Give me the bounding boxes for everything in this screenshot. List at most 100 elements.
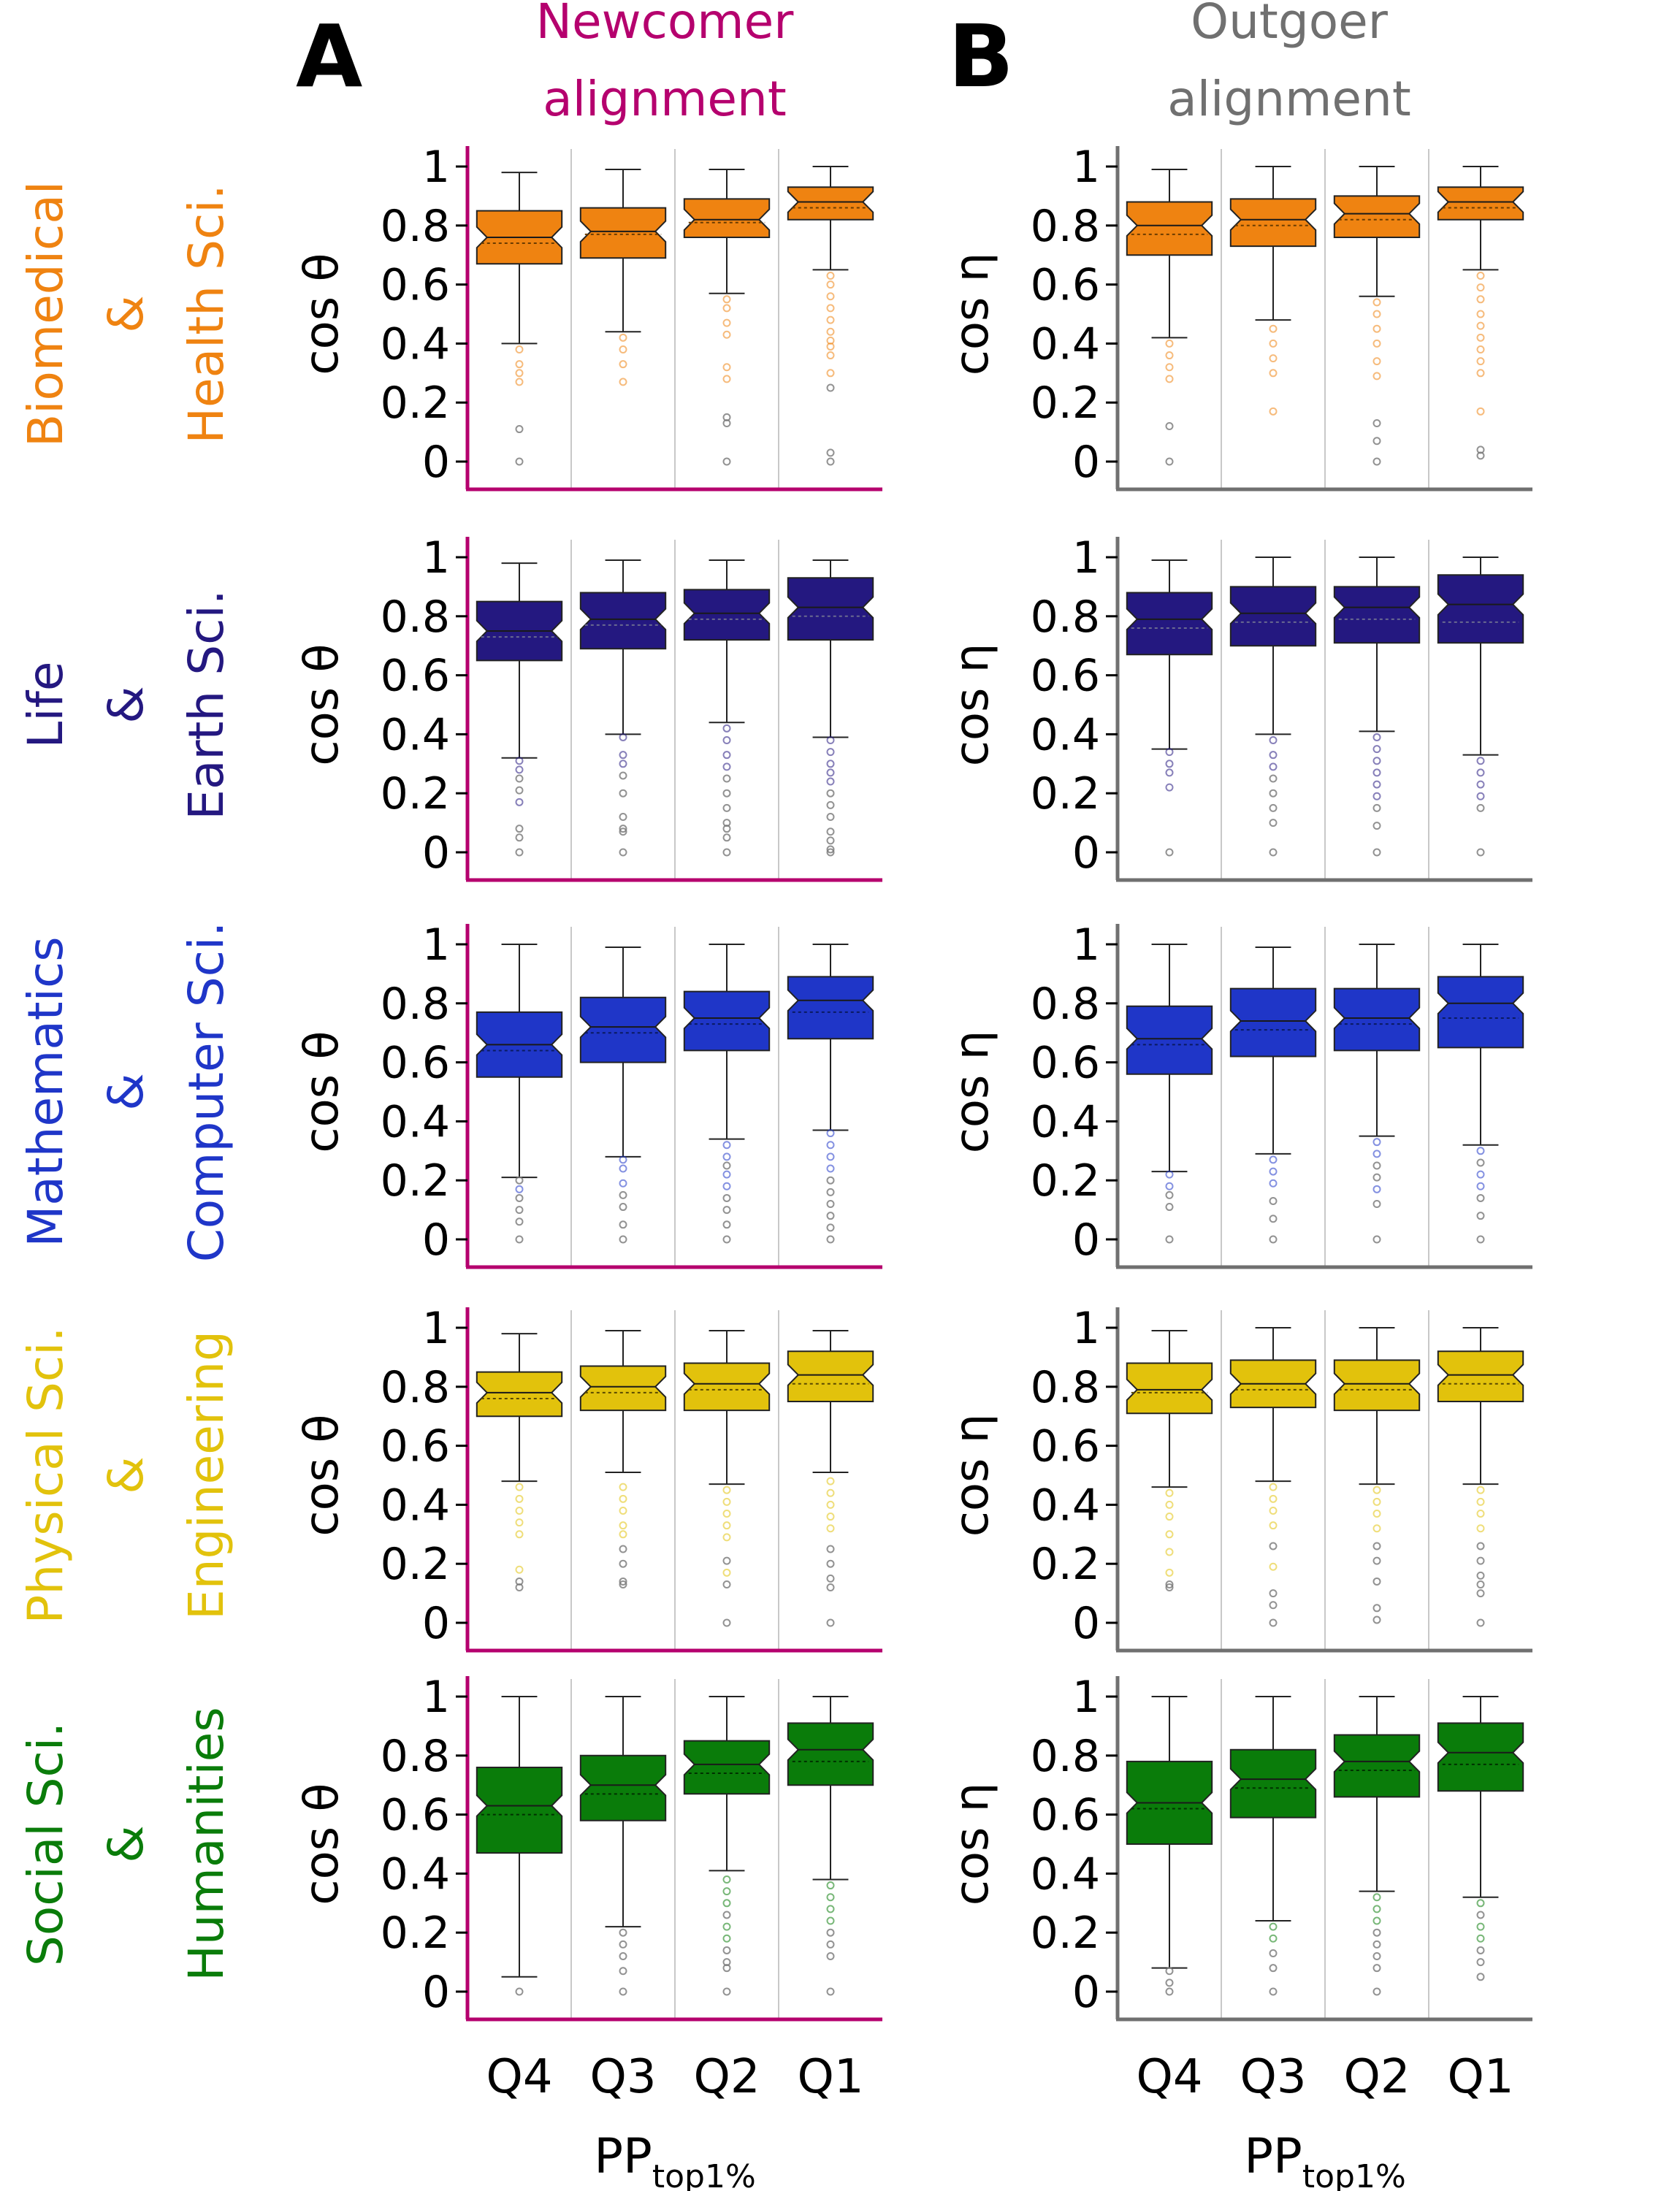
outlier-point	[1372, 1485, 1381, 1494]
outlier-point	[826, 327, 835, 336]
outlier-point	[722, 1206, 731, 1215]
box-q4	[1126, 1330, 1213, 1592]
outlier-point	[1372, 372, 1381, 381]
outlier-point	[1269, 1922, 1278, 1931]
y-tick-label: 1	[1072, 1303, 1100, 1354]
outlier-point	[619, 1967, 627, 1976]
outlier-point	[1372, 792, 1381, 800]
box-q4	[1126, 169, 1213, 466]
y-tick-label: 0.2	[381, 768, 450, 819]
outlier-point	[722, 1618, 731, 1627]
outlier-point	[1269, 1601, 1278, 1610]
outlier-point	[722, 457, 731, 466]
outlier-point	[722, 1193, 731, 1202]
row-label-1-line-2: &	[98, 295, 154, 332]
outlier-point	[722, 1235, 731, 1244]
subplot-a-row-2: 0 0.2 0.4 0.6 0.8 1 cos θ	[295, 532, 882, 882]
outlier-point	[515, 1506, 524, 1515]
outlier-point	[1165, 1203, 1174, 1212]
outlier-point	[722, 1152, 731, 1161]
box-body	[1437, 1350, 1524, 1402]
box-q2	[1333, 1696, 1421, 1996]
y-tick-label: 0.2	[1031, 1155, 1100, 1207]
outlier-point	[1269, 848, 1278, 857]
y-tick-label: 0.8	[381, 592, 450, 643]
box-q3	[579, 169, 667, 386]
y-tick-label: 0.6	[1031, 260, 1100, 311]
outlier-point	[515, 757, 524, 765]
y-tick-label: 1	[422, 919, 450, 971]
y-tick-label: 1	[422, 532, 450, 584]
outlier-point	[1372, 357, 1381, 366]
outlier-point	[826, 1223, 835, 1232]
outlier-point	[515, 786, 524, 795]
outlier-point	[515, 765, 524, 774]
y-tick-label: 0.2	[381, 378, 450, 429]
outlier-point	[826, 813, 835, 822]
x-category-label: Q1	[1447, 2050, 1513, 2104]
y-tick-label: 0	[422, 1967, 450, 2018]
y-tick-label: 0.8	[1031, 201, 1100, 252]
box-body	[579, 592, 667, 650]
row-label-4-line-3: Engineering	[178, 1331, 234, 1620]
outlier-point	[1269, 803, 1278, 812]
box-body	[1229, 586, 1317, 647]
outlier-point	[619, 1483, 627, 1491]
outlier-point	[1269, 819, 1278, 827]
outlier-point	[1269, 1562, 1278, 1571]
outlier-point	[722, 762, 731, 771]
box-q2	[683, 1330, 771, 1627]
outlier-point	[722, 1887, 731, 1896]
box-q1	[1437, 557, 1524, 857]
outlier-point	[722, 1964, 731, 1973]
outlier-point	[515, 833, 524, 842]
outlier-point	[826, 1940, 835, 1949]
outlier-point	[722, 803, 731, 812]
outlier-point	[722, 304, 731, 313]
outlier-point	[515, 1193, 524, 1202]
box-body	[1333, 195, 1421, 238]
outlier-point	[515, 774, 524, 783]
outlier-point	[1372, 1173, 1381, 1182]
outlier-point	[826, 1559, 835, 1568]
outlier-point	[619, 1940, 627, 1949]
y-tick-label: 0.4	[1031, 1480, 1100, 1531]
y-tick-label: 1	[422, 142, 450, 193]
outlier-point	[1372, 1905, 1381, 1913]
box-q2	[683, 559, 771, 857]
outlier-point	[1476, 1158, 1485, 1167]
y-tick-label: 0.2	[1031, 1539, 1100, 1590]
box-q2	[1333, 166, 1421, 466]
outlier-point	[1372, 437, 1381, 446]
outlier-point	[515, 1176, 524, 1185]
outlier-point	[515, 360, 524, 369]
outlier-point	[722, 1580, 731, 1588]
box-body	[1333, 987, 1421, 1052]
outlier-point	[619, 1164, 627, 1173]
outlier-point	[826, 1928, 835, 1937]
outlier-point	[1372, 1524, 1381, 1533]
outlier-point	[619, 1494, 627, 1503]
row-label-3-line-2: &	[98, 1073, 154, 1110]
outlier-point	[826, 836, 835, 845]
outlier-point	[1165, 768, 1174, 777]
outlier-point	[722, 1934, 731, 1943]
outlier-point	[1476, 369, 1485, 378]
y-tick-label: 0.8	[381, 1731, 450, 1782]
outlier-point	[1269, 1949, 1278, 1957]
outlier-point	[722, 751, 731, 760]
outlier-point	[1269, 1618, 1278, 1627]
outlier-point	[1372, 298, 1381, 307]
outlier-point	[1165, 748, 1174, 757]
outlier-point	[1476, 1580, 1485, 1588]
outlier-point	[1165, 1182, 1174, 1190]
outlier-point	[1269, 1934, 1278, 1943]
outlier-point	[722, 1899, 731, 1908]
box-body	[1437, 1722, 1524, 1792]
y-axis-label: cos η	[945, 643, 999, 767]
x-category-label: Q2	[1343, 2050, 1410, 2104]
outlier-point	[619, 848, 627, 857]
outlier-point	[1372, 324, 1381, 333]
